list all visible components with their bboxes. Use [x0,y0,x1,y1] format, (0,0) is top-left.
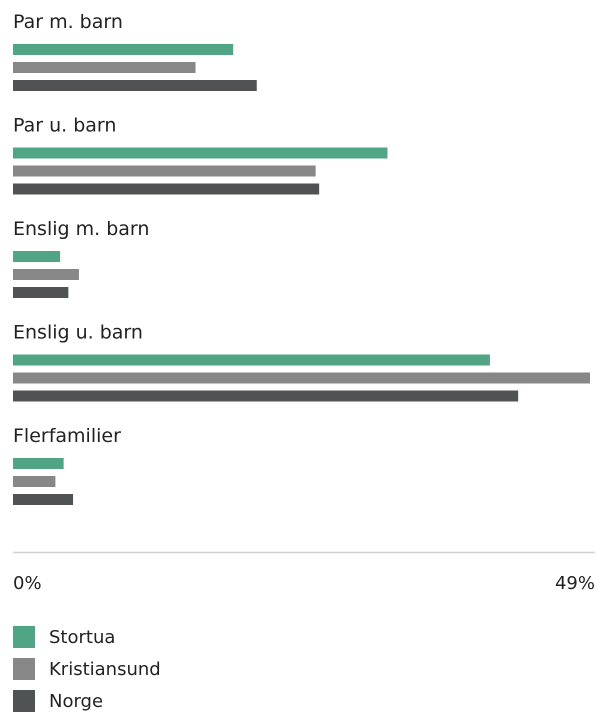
legend-label: Norge [49,690,104,712]
bar [13,44,234,55]
legend: Stortua Kristiansund Norge [13,621,161,717]
legend-label: Kristiansund [49,658,161,680]
bar [13,80,257,91]
x-tick-label: 0% [13,573,42,594]
bar [13,494,74,505]
bar [13,147,388,159]
legend-item: Kristiansund [13,653,161,685]
bar [13,372,590,384]
category-label: Par u. barn [13,115,116,137]
category-label: Flerfamilier [13,425,121,447]
bar [13,458,64,469]
legend-swatch [13,626,35,648]
legend-swatch [13,658,35,680]
bar [13,476,56,487]
category-label: Par m. barn [13,11,123,33]
category-label: Enslig m. barn [13,218,149,240]
legend-label: Stortua [49,626,116,648]
category-label: Enslig u. barn [13,322,143,344]
bar [13,183,320,195]
bar [13,62,196,73]
legend-item: Stortua [13,621,161,653]
bar [13,287,69,298]
x-tick-label: 49% [555,573,595,594]
bar [13,165,316,177]
bar [13,269,79,280]
bar [13,390,519,402]
bar-chart: Par m. barn Par u. barn Enslig m. barn Ensl… [13,11,595,594]
legend-swatch [13,690,35,712]
legend-item: Norge [13,685,161,717]
bar [13,251,61,262]
bar [13,354,490,366]
